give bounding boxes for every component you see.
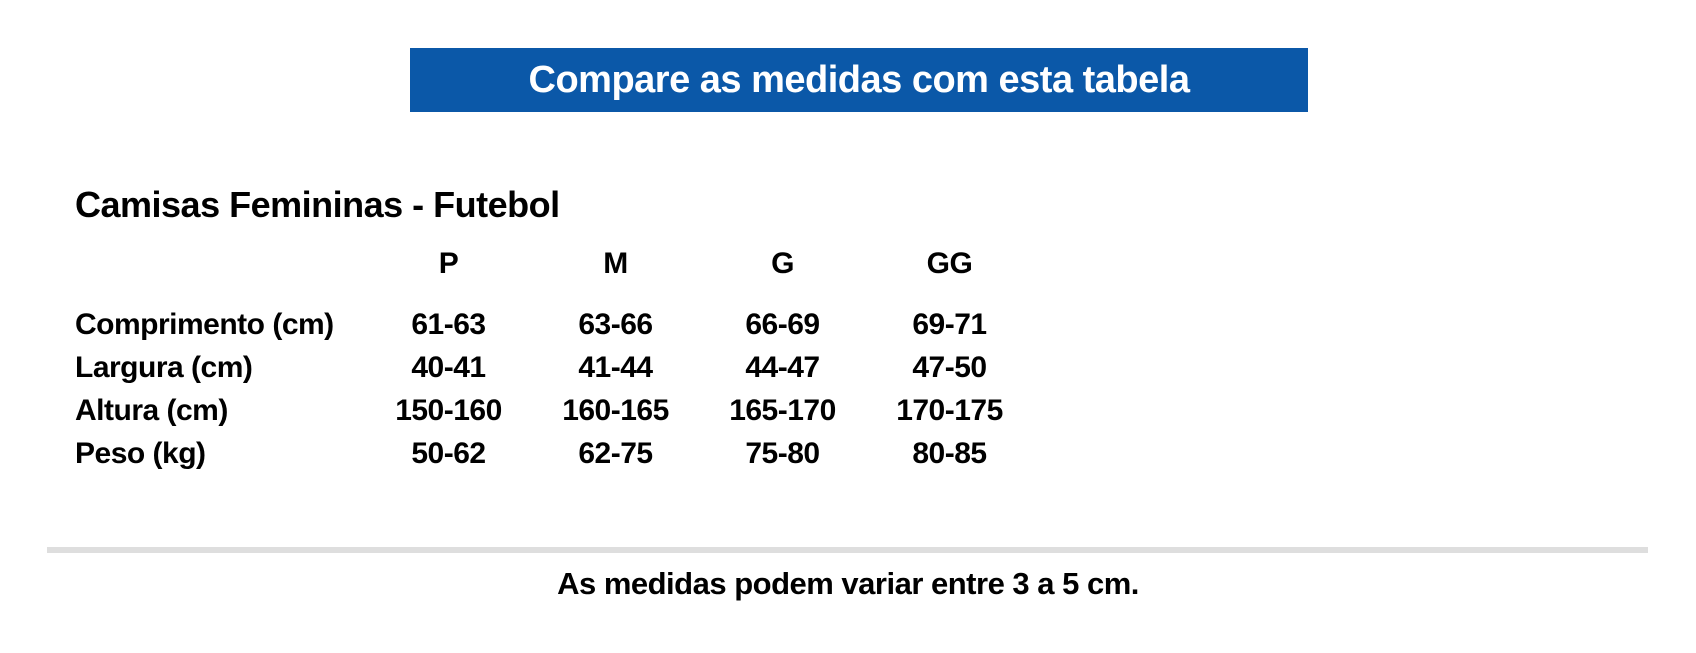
row-label-altura: Altura (cm): [75, 394, 228, 427]
value-cell: 44-47: [745, 351, 820, 384]
value-cell: 50-62: [411, 437, 486, 470]
size-header-gg: GG: [926, 247, 973, 280]
value-cell: 75-80: [745, 437, 820, 470]
row-label-comprimento: Comprimento (cm): [75, 308, 334, 341]
divider: [47, 547, 1648, 553]
value-cell: 63-66: [578, 308, 653, 341]
value-cell: 62-75: [578, 437, 653, 470]
row-label-peso: Peso (kg): [75, 437, 206, 470]
value-cell: 150-160: [395, 394, 502, 427]
size-header-p: P: [438, 247, 459, 280]
table-row: Peso (kg) 50-62 62-75 75-80 80-85: [75, 432, 1033, 475]
table-row: Largura (cm) 40-41 41-44 44-47 47-50: [75, 346, 1033, 389]
size-table: P M G GG Comprimento (cm) 61-63 63-66 66…: [75, 248, 1033, 475]
value-cell: 165-170: [729, 394, 836, 427]
value-cell: 80-85: [912, 437, 987, 470]
section-title: Camisas Femininas - Futebol: [75, 184, 560, 225]
footer-note: As medidas podem variar entre 3 a 5 cm.: [557, 566, 1139, 601]
value-cell: 160-165: [562, 394, 669, 427]
size-header-g: G: [771, 247, 794, 280]
value-cell: 47-50: [912, 351, 987, 384]
value-cell: 40-41: [411, 351, 486, 384]
table-row: Altura (cm) 150-160 160-165 165-170 170-…: [75, 389, 1033, 432]
size-header-empty-cell: [75, 248, 365, 303]
value-cell: 41-44: [578, 351, 653, 384]
table-row: Comprimento (cm) 61-63 63-66 66-69 69-71: [75, 303, 1033, 346]
row-label-largura: Largura (cm): [75, 351, 253, 384]
value-cell: 66-69: [745, 308, 820, 341]
value-cell: 170-175: [896, 394, 1003, 427]
compare-banner: Compare as medidas com esta tabela: [410, 48, 1308, 112]
value-cell: 69-71: [912, 308, 987, 341]
banner-title: Compare as medidas com esta tabela: [528, 58, 1190, 101]
size-header-m: M: [603, 247, 628, 280]
size-header-row: P M G GG: [75, 248, 1033, 303]
value-cell: 61-63: [411, 308, 486, 341]
